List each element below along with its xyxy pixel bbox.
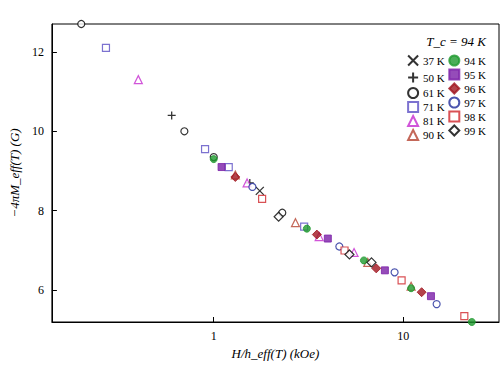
svg-text:97 K: 97 K xyxy=(464,97,486,109)
svg-text:H/h_eff(T) (kOe): H/h_eff(T) (kOe) xyxy=(231,346,320,361)
svg-text:37 K: 37 K xyxy=(423,55,445,67)
svg-text:99 K: 99 K xyxy=(464,125,486,137)
svg-text:−4πM_eff(T) (G): −4πM_eff(T) (G) xyxy=(7,128,22,217)
svg-text:90 K: 90 K xyxy=(423,129,445,141)
svg-text:T_c = 94 K: T_c = 94 K xyxy=(426,34,487,49)
svg-text:95 K: 95 K xyxy=(464,69,486,81)
svg-text:96 K: 96 K xyxy=(464,83,486,95)
svg-text:98 K: 98 K xyxy=(464,111,486,123)
svg-text:61 K: 61 K xyxy=(423,87,445,99)
svg-text:50 K: 50 K xyxy=(423,72,445,84)
svg-text:12: 12 xyxy=(32,45,44,59)
svg-text:81 K: 81 K xyxy=(423,115,445,127)
svg-text:6: 6 xyxy=(38,283,44,297)
svg-text:71 K: 71 K xyxy=(423,101,445,113)
svg-text:1: 1 xyxy=(211,329,217,343)
svg-text:10: 10 xyxy=(32,124,44,138)
svg-text:10: 10 xyxy=(397,329,409,343)
svg-text:8: 8 xyxy=(38,204,44,218)
svg-text:94 K: 94 K xyxy=(464,55,486,67)
